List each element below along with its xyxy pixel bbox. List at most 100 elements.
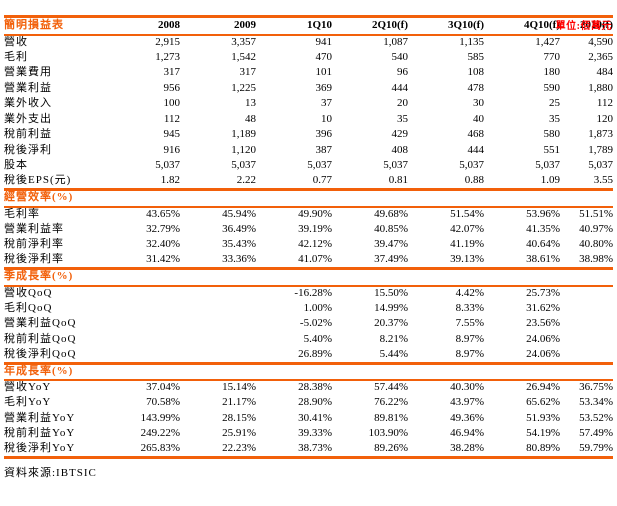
table-row: 營業利益QoQ -5.02% 20.37% 7.55% 23.56%	[4, 317, 613, 333]
cell-value: 51.51%	[579, 207, 613, 220]
cell-value: 31.42%	[146, 253, 180, 266]
cell-value: 1,427	[535, 35, 560, 48]
cell-value	[560, 332, 613, 348]
cell-value: 89.81%	[374, 411, 408, 424]
cell-value: 103.90%	[368, 427, 408, 440]
cell-value: 1,880	[588, 81, 613, 94]
cell-value	[180, 332, 256, 348]
cell-value: 35	[549, 112, 560, 125]
cell-value: 317	[163, 66, 181, 79]
cell-value: 32.40%	[146, 238, 180, 251]
cell-value: 26.89%	[298, 347, 332, 360]
cell-value: 369	[315, 81, 333, 94]
row-label: 毛利率	[4, 207, 40, 220]
table-row: 毛利 1,273 1,542 470 540 585 770 2,365	[4, 50, 613, 66]
table-row: 營收 2,915 3,357 941 1,087 1,135 1,427 4,590	[4, 35, 613, 51]
section-header-row: 季成長率(%)	[4, 267, 613, 287]
cell-value: 14.99%	[374, 301, 408, 314]
cell-value: 42.12%	[298, 238, 332, 251]
cell-value: 57.49%	[579, 427, 613, 440]
cell-value: 25	[549, 97, 560, 110]
cell-value: 53.34%	[579, 396, 613, 409]
row-label: 稅前利益	[4, 128, 52, 141]
cell-value: 540	[391, 50, 409, 63]
cell-value: 1.82	[160, 174, 180, 187]
table-row: 業外收入 100 13 37 20 30 25 112	[4, 97, 613, 113]
row-label: 毛利QoQ	[4, 301, 53, 314]
cell-value: 5,037	[155, 159, 180, 172]
cell-value: 40.30%	[450, 381, 484, 394]
section-header-row: 經營效率(%)	[4, 188, 613, 208]
row-label: 稅前淨利率	[4, 238, 64, 251]
cell-value: 956	[163, 81, 181, 94]
column-header-3q10f: 3Q10(f)	[408, 16, 484, 36]
cell-value: 33.36%	[222, 253, 256, 266]
cell-value: 53.52%	[579, 411, 613, 424]
cell-value: 41.35%	[526, 222, 560, 235]
cell-value: 40.64%	[526, 238, 560, 251]
cell-value: 22.23%	[222, 442, 256, 455]
cell-value: 387	[315, 143, 333, 156]
cell-value: 8.21%	[379, 332, 408, 345]
cell-value: 37.49%	[374, 253, 408, 266]
cell-value: 36.75%	[579, 381, 613, 394]
cell-value: 39.19%	[298, 222, 332, 235]
cell-value: 5,037	[231, 159, 256, 172]
row-label: 稅後淨利	[4, 143, 52, 156]
unit-label: 單位:佰萬元	[555, 21, 612, 32]
cell-value: 37.04%	[146, 381, 180, 394]
cell-value: 408	[391, 143, 409, 156]
cell-value: 1,789	[588, 143, 613, 156]
cell-value: 770	[543, 50, 561, 63]
cell-value: 5,037	[588, 159, 613, 172]
cell-value: 31.62%	[526, 301, 560, 314]
cell-value: 28.38%	[298, 381, 332, 394]
cell-value: 1,120	[231, 143, 256, 156]
cell-value: 30.41%	[298, 411, 332, 424]
cell-value: 48	[245, 112, 256, 125]
row-label: 營業利益率	[4, 222, 64, 235]
cell-value: 108	[467, 66, 485, 79]
cell-value: 3,357	[231, 35, 256, 48]
cell-value: 49.90%	[298, 207, 332, 220]
row-label: 稅後EPS(元)	[4, 174, 72, 187]
table-row: 營收QoQ -16.28% 15.50% 4.42% 25.73%	[4, 286, 613, 302]
row-label: 營收	[4, 35, 28, 48]
cell-value: 39.13%	[450, 253, 484, 266]
cell-value: 57.44%	[374, 381, 408, 394]
table-row: 稅前利益YoY 249.22% 25.91% 39.33% 103.90% 46.94% 5…	[4, 427, 613, 443]
cell-value: 1,087	[383, 35, 408, 48]
cell-value: 20.37%	[374, 317, 408, 330]
cell-value: 45.94%	[222, 207, 256, 220]
cell-value: 317	[239, 66, 257, 79]
cell-value: 32.79%	[146, 222, 180, 235]
cell-value: 590	[543, 81, 561, 94]
row-label: 營業利益YoY	[4, 411, 76, 424]
cell-value: 39.33%	[298, 427, 332, 440]
row-label: 業外支出	[4, 112, 52, 125]
cell-value: 429	[391, 128, 409, 141]
column-header-2q10f: 2Q10(f)	[332, 16, 408, 36]
cell-value: 24.06%	[526, 347, 560, 360]
table-row: 營業利益率 32.79% 36.49% 39.19% 40.85% 42.07% 41.35…	[4, 222, 613, 238]
column-header-2009: 2009	[180, 16, 256, 36]
cell-value: 25.73%	[526, 286, 560, 299]
cell-value: 7.55%	[455, 317, 484, 330]
cell-value	[104, 332, 180, 348]
cell-value	[180, 301, 256, 317]
cell-value: 551	[543, 143, 561, 156]
cell-value: 49.68%	[374, 207, 408, 220]
cell-value: 43.65%	[146, 207, 180, 220]
cell-value: 23.56%	[526, 317, 560, 330]
cell-value: 39.47%	[374, 238, 408, 251]
cell-value: 8.97%	[455, 347, 484, 360]
column-header-1q10: 1Q10	[256, 16, 332, 36]
cell-value: 8.33%	[455, 301, 484, 314]
cell-value: 30	[473, 97, 484, 110]
cell-value	[104, 348, 180, 364]
cell-value: 8.97%	[455, 332, 484, 345]
row-label: 毛利	[4, 50, 28, 63]
cell-value: 51.54%	[450, 207, 484, 220]
cell-value	[180, 317, 256, 333]
row-label: 營業費用	[4, 66, 52, 79]
